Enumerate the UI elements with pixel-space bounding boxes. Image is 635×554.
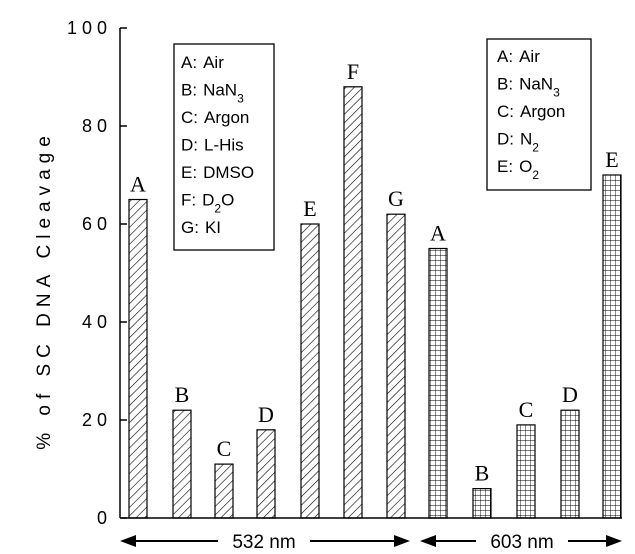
legend-label: Air: [203, 53, 224, 72]
legend-tail: O: [221, 191, 234, 210]
legend-label: N: [520, 130, 532, 149]
legend-item: A: Air: [497, 47, 540, 66]
legend-item: C: Argon: [497, 102, 565, 121]
bar-label: C: [519, 397, 534, 422]
bar-532nm-A: [128, 198, 148, 519]
legend-item: G: KI: [181, 218, 221, 237]
legend-sep: :: [508, 75, 513, 94]
legend-key: D: [181, 136, 193, 155]
legend-label: NaN: [203, 81, 237, 100]
axes-layer: 0 20 40 60 80 100 532 nm 603 nm: [67, 18, 622, 553]
legend-key: B: [497, 75, 508, 94]
bar-label: A: [130, 172, 146, 197]
bar-label: C: [217, 436, 232, 461]
legend-key: E: [497, 157, 508, 176]
legend-key: G: [181, 218, 194, 237]
range-label: 532 nm: [232, 532, 295, 553]
legend-sep: :: [191, 191, 196, 210]
y-tick-label: 100: [67, 18, 112, 38]
y-tick-label: 80: [82, 116, 112, 136]
legend-sep: :: [193, 136, 198, 155]
bar-label: E: [303, 196, 316, 221]
bar-label: A: [430, 221, 446, 246]
legend-label: L-His: [204, 136, 244, 155]
legend-sub: 2: [532, 168, 539, 182]
bar-532nm-F: [343, 86, 363, 519]
bar-label: B: [475, 461, 490, 486]
bar-603nm-E: [602, 174, 622, 519]
legend-label: Argon: [520, 102, 565, 121]
legend-sub: 3: [237, 92, 244, 106]
bar-603nm-C: [516, 424, 536, 519]
legend-key: C: [181, 108, 193, 127]
bar-532nm-E: [300, 223, 320, 519]
legend-box: [173, 43, 275, 251]
bar-label: E: [605, 147, 618, 172]
bar-603nm-D: [560, 409, 580, 519]
legend-sub: 2: [214, 202, 221, 216]
bar-603nm-A: [428, 247, 448, 519]
bar-532nm-G: [386, 213, 406, 519]
legend-key: D: [497, 130, 509, 149]
legend-sep: :: [509, 102, 514, 121]
range-label: 603 nm: [490, 532, 553, 553]
legend-item: C: Argon: [181, 108, 249, 127]
bar-532nm-C: [214, 463, 234, 519]
legend-item: B: NaN3: [181, 81, 244, 106]
legend-sep: :: [194, 218, 199, 237]
legend-sep: :: [508, 47, 513, 66]
legend-item: D: N2: [497, 130, 539, 155]
legend-sub: 3: [553, 86, 560, 100]
bar-532nm-D: [256, 429, 276, 519]
bar-label: G: [388, 186, 404, 211]
legend-label: O: [519, 157, 532, 176]
legend-sep: :: [192, 81, 197, 100]
legend-label: Air: [519, 47, 540, 66]
legend-item: B: NaN3: [497, 75, 560, 100]
legend-item: F: D2O: [181, 191, 234, 216]
legend-label: NaN: [519, 75, 553, 94]
legend-key: F: [181, 191, 191, 210]
legend-sep: :: [193, 108, 198, 127]
legend-sep: :: [192, 163, 197, 182]
bar-label: B: [175, 382, 190, 407]
legend-label: DMSO: [203, 163, 254, 182]
legend-key: E: [181, 163, 192, 182]
legend-label: D: [202, 191, 214, 210]
bar-532nm-B: [172, 409, 192, 519]
legend-sep: :: [509, 130, 514, 149]
bar-label: F: [347, 59, 359, 84]
legend-item: A: Air: [181, 53, 224, 72]
y-tick-label: 40: [82, 312, 112, 332]
legend-sep: :: [508, 157, 513, 176]
legend-key: A: [497, 47, 509, 66]
legend-item: E: O2: [497, 157, 539, 182]
legend-label: KI: [205, 218, 221, 237]
legend-item: E: DMSO: [181, 163, 254, 182]
y-tick-label: 0: [97, 508, 112, 528]
arrow-head-left: [120, 535, 136, 547]
y-tick-label: 60: [82, 214, 112, 234]
legend-sub: 2: [532, 141, 539, 155]
range-label-bg: [218, 528, 310, 552]
legend-key: B: [181, 81, 192, 100]
y-axis-label: % of SC DNA Cleavage: [34, 130, 55, 450]
arrow-head-right: [394, 535, 410, 547]
y-tick-label: 20: [82, 410, 112, 430]
legend-key: C: [497, 102, 509, 121]
legend-label: Argon: [204, 108, 249, 127]
range-label-bg: [476, 528, 568, 552]
legend-box: [486, 38, 592, 191]
bar-label: D: [562, 382, 578, 407]
legend-item: D: L-His: [181, 136, 244, 155]
legend-sep: :: [192, 53, 197, 72]
arrow-head-right: [606, 535, 622, 547]
arrow-head-left: [420, 535, 436, 547]
bar-label: D: [258, 402, 274, 427]
bar-603nm-B: [472, 488, 492, 519]
legend-key: A: [181, 53, 193, 72]
